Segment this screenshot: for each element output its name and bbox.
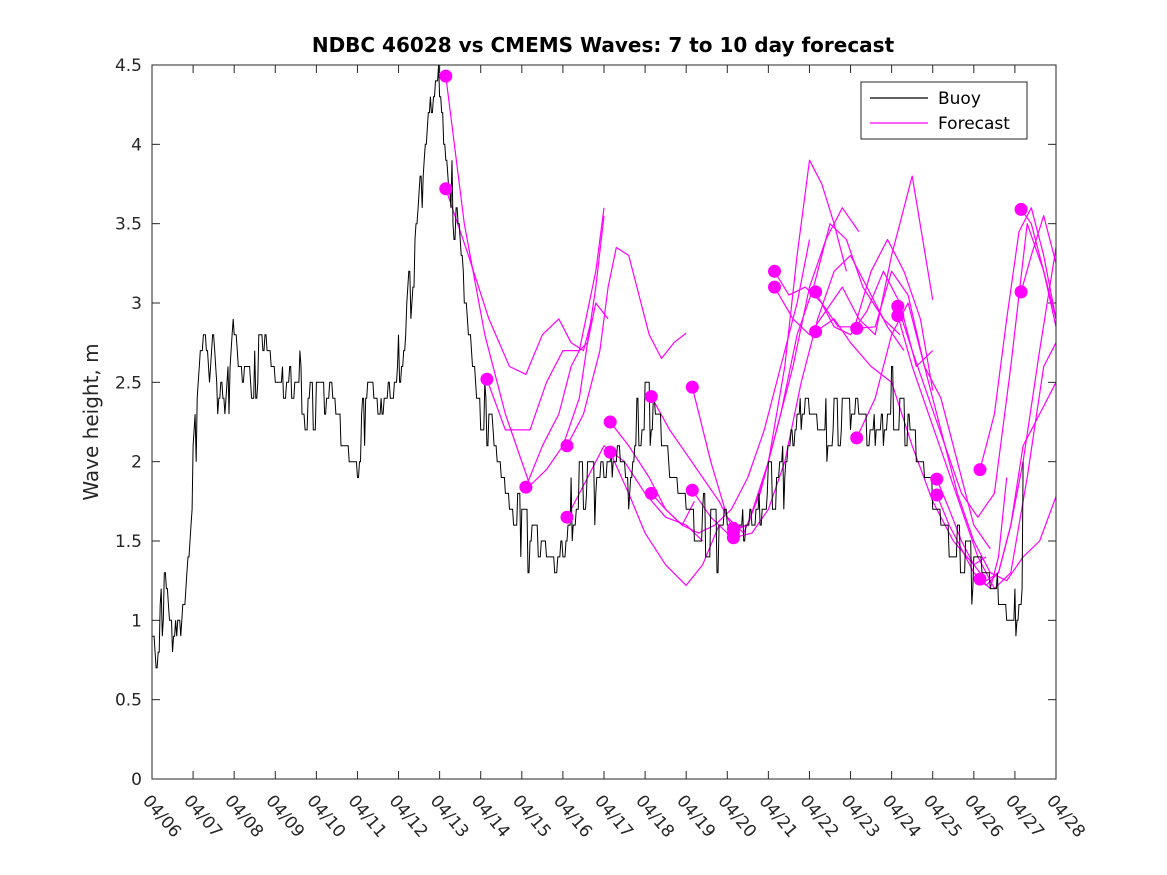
x-tick-label: 04/15 [508, 791, 555, 841]
buoy-line [152, 64, 1024, 669]
forecast-line [936, 382, 1057, 582]
forecast-marker [685, 483, 699, 497]
forecast-marker [891, 299, 905, 313]
x-tick-label: 04/09 [261, 791, 308, 841]
forecast-marker [850, 321, 864, 335]
x-tick-label: 04/24 [878, 791, 925, 841]
forecast-line [691, 159, 847, 534]
forecast-line [525, 302, 609, 488]
x-tick-label: 04/27 [1001, 791, 1048, 841]
legend: Buoy Forecast [860, 81, 1028, 140]
y-tick-label: 0.5 [115, 691, 142, 711]
forecast-line [1020, 209, 1057, 320]
forecast-line [566, 246, 687, 447]
forecast-line [856, 302, 1057, 582]
y-tick-label: 0 [131, 770, 142, 790]
forecast-line [1020, 215, 1057, 293]
chart-title: NDBC 46028 vs CMEMS Waves: 7 to 10 day f… [312, 33, 895, 57]
x-tick-label: 04/22 [796, 791, 843, 841]
y-tick-label: 1 [131, 611, 142, 631]
forecast-marker [809, 285, 823, 299]
x-tick-label: 04/20 [713, 791, 760, 841]
forecast-line [979, 207, 1057, 470]
forecast-marker [603, 415, 617, 429]
forecast-line [733, 254, 905, 539]
y-tick-label: 3 [131, 294, 142, 314]
buoy-series-group [152, 64, 1024, 669]
forecast-marker [519, 480, 533, 494]
x-tick-label: 04/28 [1042, 791, 1089, 841]
forecast-marker [930, 472, 944, 486]
forecast-marker [809, 325, 823, 339]
forecast-marker [768, 264, 781, 278]
x-tick-label: 04/21 [755, 791, 802, 841]
forecast-marker [685, 380, 699, 394]
plot-border [151, 64, 1057, 780]
forecast-line [609, 451, 720, 587]
forecast-marker [480, 372, 494, 386]
forecast-line [445, 188, 593, 375]
y-tick-label: 3.5 [115, 215, 142, 235]
forecast-marker [644, 486, 658, 500]
forecast-marker [891, 309, 905, 323]
x-tick-label: 04/11 [344, 791, 391, 841]
forecast-marker [850, 431, 864, 445]
forecast-marker [644, 390, 658, 404]
forecast-markers-group [439, 69, 1028, 586]
forecast-marker [1014, 202, 1028, 216]
forecast-marker [930, 488, 944, 502]
x-tick-label: 04/17 [590, 791, 637, 841]
forecast-series-group [445, 76, 1057, 590]
forecast-marker [560, 439, 574, 453]
forecast-line [650, 239, 811, 534]
legend-box [860, 81, 1028, 140]
x-tick-label: 04/14 [467, 791, 514, 841]
y-tick-label: 2 [131, 453, 142, 473]
x-tick-label: 04/23 [837, 791, 884, 841]
forecast-marker [768, 280, 781, 294]
forecast-marker [439, 69, 453, 83]
forecast-marker [726, 526, 740, 540]
legend-label-buoy: Buoy [938, 89, 981, 109]
forecast-marker [1014, 285, 1028, 299]
forecast-marker [973, 463, 987, 477]
forecast-marker [973, 572, 987, 586]
y-tick-label: 2.5 [115, 373, 142, 393]
forecast-line [897, 223, 1057, 518]
forecast-line [650, 396, 732, 526]
forecast-line [773, 175, 934, 336]
forecast-marker [439, 182, 453, 196]
y-axis: 0 0.5 1 1.5 2 2.5 3 3.5 4 4.5 [115, 56, 1056, 790]
y-tick-label: 4 [131, 135, 142, 155]
x-tick-label: 04/16 [549, 791, 596, 841]
forecast-line [979, 477, 1008, 590]
forecast-marker [560, 510, 574, 524]
x-tick-label: 04/25 [919, 791, 966, 841]
y-axis-label: Wave height, m [79, 343, 103, 500]
x-tick-label: 04/06 [138, 791, 185, 841]
x-tick-label: 04/10 [303, 791, 350, 841]
x-tick-label: 04/08 [220, 791, 267, 841]
x-tick-label: 04/26 [960, 791, 1007, 841]
forecast-line [486, 207, 605, 431]
y-tick-label: 4.5 [115, 56, 142, 76]
y-tick-label: 1.5 [115, 532, 142, 552]
legend-label-forecast: Forecast [938, 114, 1010, 134]
x-tick-label: 04/07 [179, 791, 226, 841]
x-tick-label: 04/12 [385, 791, 432, 841]
x-tick-label: 04/18 [631, 791, 678, 841]
forecast-marker [603, 445, 617, 459]
x-tick-label: 04/13 [426, 791, 473, 841]
x-tick-label: 04/19 [672, 791, 719, 841]
